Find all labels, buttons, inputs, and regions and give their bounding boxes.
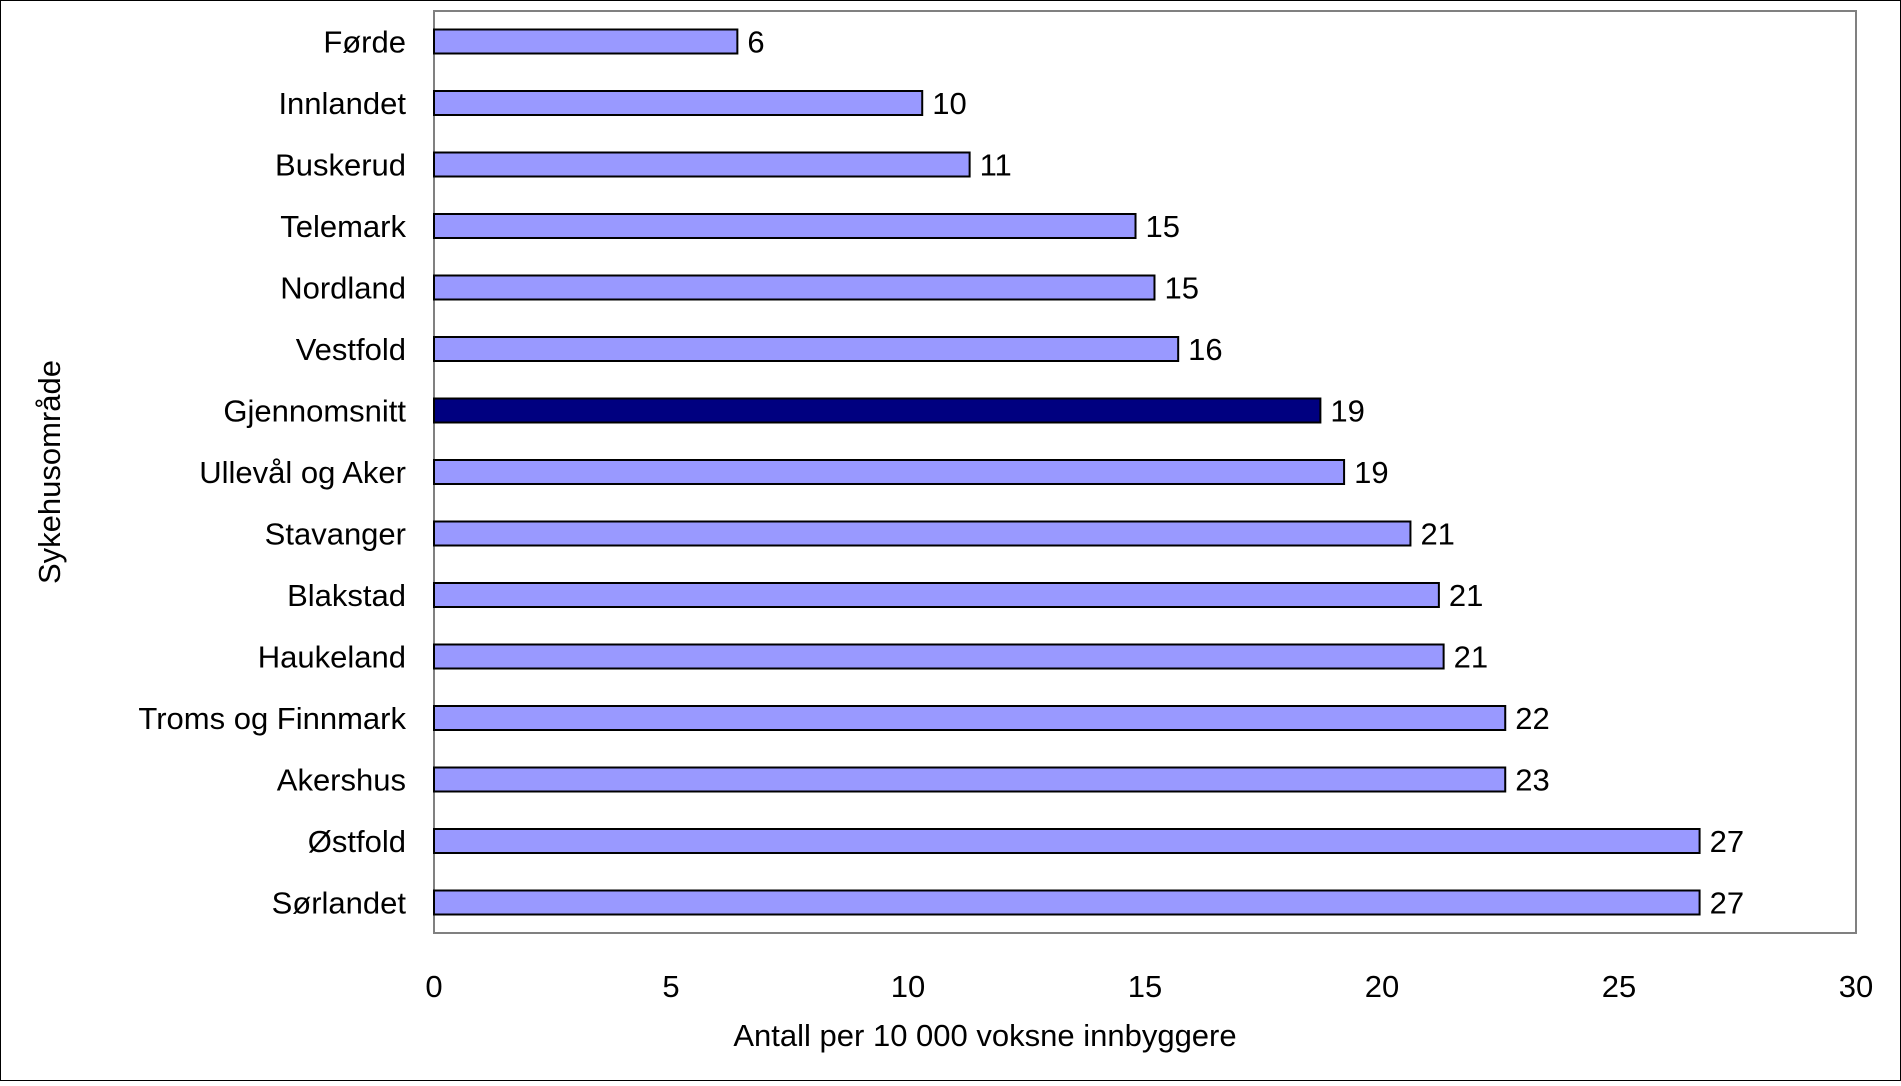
x-axis-title: Antall per 10 000 voksne innbyggere (733, 1018, 1236, 1053)
category-label: Stavanger (265, 517, 406, 552)
x-tick-label: 20 (1365, 969, 1399, 1004)
category-label: Haukeland (258, 640, 406, 675)
value-label: 23 (1515, 763, 1549, 798)
bar-gjennomsnitt (434, 399, 1320, 423)
bar-ullevål-og-aker (434, 460, 1344, 484)
value-label: 21 (1454, 640, 1488, 675)
value-label: 6 (747, 25, 764, 60)
value-label: 19 (1354, 455, 1388, 490)
bar-østfold (434, 829, 1700, 853)
category-label: Vestfold (296, 332, 406, 367)
category-label: Sørlandet (272, 886, 407, 921)
bar-haukeland (434, 645, 1444, 669)
x-tick-label: 30 (1839, 969, 1873, 1004)
category-label: Østfold (308, 824, 406, 859)
y-axis-title: Sykehusområde (32, 360, 67, 584)
bar-akershus (434, 768, 1505, 792)
category-label: Førde (323, 25, 406, 60)
value-label: 19 (1330, 394, 1364, 429)
bar-troms-og-finnmark (434, 706, 1505, 730)
x-tick-label: 25 (1602, 969, 1636, 1004)
value-label: 15 (1146, 209, 1180, 244)
bar-vestfold (434, 337, 1178, 361)
x-tick-label: 5 (662, 969, 679, 1004)
value-label: 11 (980, 148, 1012, 183)
category-label: Telemark (280, 209, 406, 244)
bar-blakstad (434, 583, 1439, 607)
bar-buskerud (434, 153, 970, 177)
value-label: 10 (932, 86, 966, 121)
value-label: 21 (1420, 517, 1454, 552)
category-label: Buskerud (275, 148, 406, 183)
value-label: 16 (1188, 332, 1222, 367)
value-label: 15 (1164, 271, 1198, 306)
x-tick-label: 15 (1128, 969, 1162, 1004)
x-tick-label: 10 (891, 969, 925, 1004)
bar-nordland (434, 276, 1154, 300)
value-label: 27 (1710, 824, 1744, 859)
bar-innlandet (434, 91, 922, 115)
bar-stavanger (434, 522, 1410, 546)
category-label: Akershus (277, 763, 406, 798)
bar-telemark (434, 214, 1136, 238)
category-label: Troms og Finnmark (138, 701, 406, 736)
value-label: 22 (1515, 701, 1549, 736)
bar-sørlandet (434, 891, 1700, 915)
category-label: Ullevål og Aker (199, 455, 406, 490)
value-label: 21 (1449, 578, 1483, 613)
category-label: Blakstad (287, 578, 406, 613)
category-label: Nordland (280, 271, 406, 306)
x-tick-label: 0 (425, 969, 442, 1004)
bar-førde (434, 30, 737, 54)
category-label: Innlandet (278, 86, 406, 121)
category-label: Gjennomsnitt (223, 394, 406, 429)
value-label: 27 (1710, 886, 1744, 921)
